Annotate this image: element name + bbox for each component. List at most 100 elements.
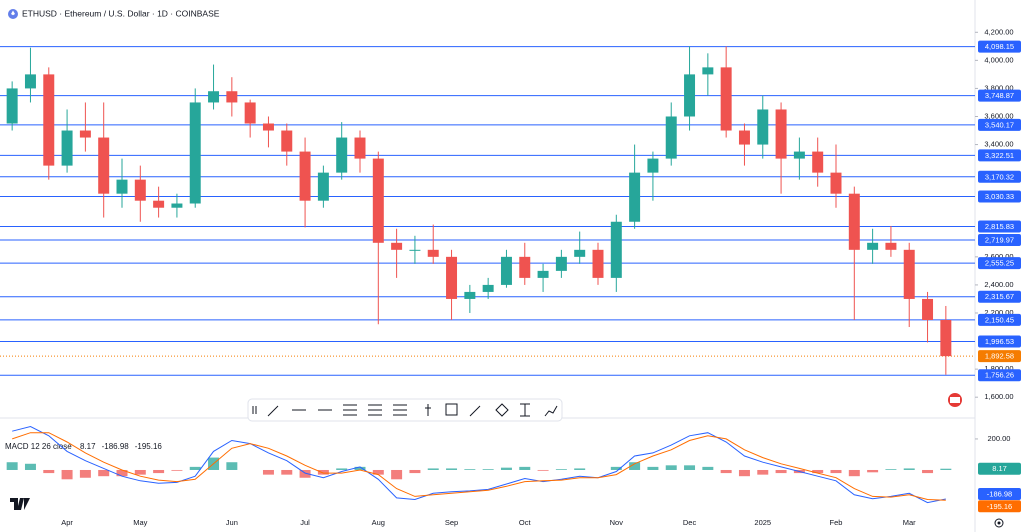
- level-label: 4,098.15: [985, 42, 1014, 51]
- candle-body: [757, 109, 769, 145]
- x-tick-label: Apr: [61, 518, 73, 527]
- histogram-bar: [153, 469, 165, 474]
- x-tick-label: Jul: [300, 518, 310, 527]
- level-label-box: [978, 313, 1021, 326]
- level-label-box: [978, 234, 1021, 247]
- candle-body: [189, 102, 201, 204]
- histogram-bar: [848, 469, 860, 477]
- candle-body: [720, 67, 732, 131]
- histogram-bar: [391, 469, 403, 480]
- candle-body: [24, 74, 36, 89]
- candle-body: [793, 151, 805, 159]
- level-label: 3,748.87: [985, 91, 1014, 100]
- histogram-bar: [647, 466, 659, 470]
- candle-body: [134, 179, 146, 201]
- candle-body: [153, 200, 165, 208]
- candle-body: [116, 179, 128, 194]
- drawing-toolbar[interactable]: [247, 398, 563, 422]
- level-label: 3,322.51: [985, 151, 1014, 160]
- histogram-bar: [427, 468, 439, 470]
- histogram-bar: [6, 462, 18, 470]
- candle-body: [244, 102, 256, 124]
- level-label-box: [978, 89, 1021, 102]
- histogram-bar: [610, 466, 622, 470]
- candle-body: [317, 172, 329, 201]
- candle-body: [592, 249, 604, 278]
- candle-body: [354, 137, 366, 159]
- candle-body: [427, 249, 439, 257]
- histogram-bar: [885, 469, 897, 470]
- candle-body: [262, 123, 274, 131]
- histogram-bar: [409, 469, 421, 474]
- level-label-box: [978, 118, 1021, 131]
- histogram-bar: [922, 469, 934, 474]
- candle-body: [464, 291, 476, 299]
- candle-body: [171, 203, 183, 208]
- candle-body: [610, 221, 622, 278]
- candle-body: [391, 242, 403, 250]
- x-tick-label: 2025: [754, 518, 771, 527]
- x-tick-label: Sep: [445, 518, 458, 527]
- histogram-bar: [812, 469, 824, 474]
- level-label: 3,170.32: [985, 172, 1014, 181]
- indicator-value: -195.16: [135, 442, 163, 451]
- histogram-bar: [482, 469, 494, 470]
- indicator-value: 8.17: [80, 442, 96, 451]
- level-label-box: [978, 369, 1021, 382]
- y-tick-label: 4,000.00: [984, 55, 1013, 64]
- histogram-bar: [336, 468, 348, 470]
- histogram-bar: [500, 467, 512, 470]
- y-tick-label: 3,400.00: [984, 140, 1013, 149]
- histogram-bar: [903, 468, 915, 470]
- candle-body: [6, 88, 18, 124]
- level-label: 2,315.67: [985, 292, 1014, 301]
- candle-body: [665, 116, 677, 159]
- histogram-bar: [464, 469, 476, 470]
- y-tick-label: 2,600.00: [984, 252, 1013, 261]
- last-price-label: 1,892.58: [985, 352, 1014, 361]
- candle-body: [922, 298, 934, 320]
- settings-icon[interactable]: [994, 518, 1004, 528]
- candle-body: [61, 130, 73, 166]
- level-label: 1,756.26: [985, 371, 1014, 380]
- candle-body: [738, 130, 750, 145]
- candle-body: [336, 137, 348, 173]
- level-label: 2,150.45: [985, 315, 1014, 324]
- candle-body: [903, 249, 915, 299]
- x-tick-label: Feb: [830, 518, 843, 527]
- candle-body: [372, 158, 384, 243]
- candle-body: [867, 242, 879, 250]
- y-tick-label: 2,400.00: [984, 280, 1013, 289]
- candle-body: [409, 249, 421, 251]
- histogram-bar: [940, 468, 952, 470]
- y-tick-label: 3,600.00: [984, 111, 1013, 120]
- candle-body: [482, 284, 494, 292]
- histogram-bar: [189, 466, 201, 470]
- y-tick-label: 200.00: [988, 434, 1011, 443]
- indicator-axis-label: -195.16: [987, 502, 1012, 511]
- histogram-bar: [79, 469, 91, 478]
- histogram-bar: [775, 469, 787, 474]
- flag-icon: [948, 393, 962, 407]
- indicator-title: MACD 12 26 close: [5, 442, 72, 451]
- histogram-bar: [116, 469, 128, 477]
- histogram-bar: [281, 469, 293, 475]
- candle-body: [226, 91, 238, 103]
- y-tick-label: 3,800.00: [984, 83, 1013, 92]
- indicator-value-box: [978, 488, 1021, 501]
- chart-title: ETHUSD · Ethereum / U.S. Dollar · 1D · C…: [22, 8, 220, 18]
- histogram-bar: [830, 469, 842, 474]
- histogram-bar: [354, 466, 366, 470]
- indicator-line: [12, 432, 946, 501]
- candle-body: [812, 151, 824, 173]
- histogram-bar: [684, 465, 696, 470]
- candle-body: [537, 270, 549, 278]
- histogram-bar: [262, 469, 274, 475]
- histogram-bar: [171, 469, 183, 471]
- last-price-box: [978, 350, 1021, 363]
- histogram-bar: [757, 469, 769, 475]
- level-label-box: [978, 40, 1021, 53]
- histogram-bar: [134, 469, 146, 475]
- candle-body: [79, 130, 91, 138]
